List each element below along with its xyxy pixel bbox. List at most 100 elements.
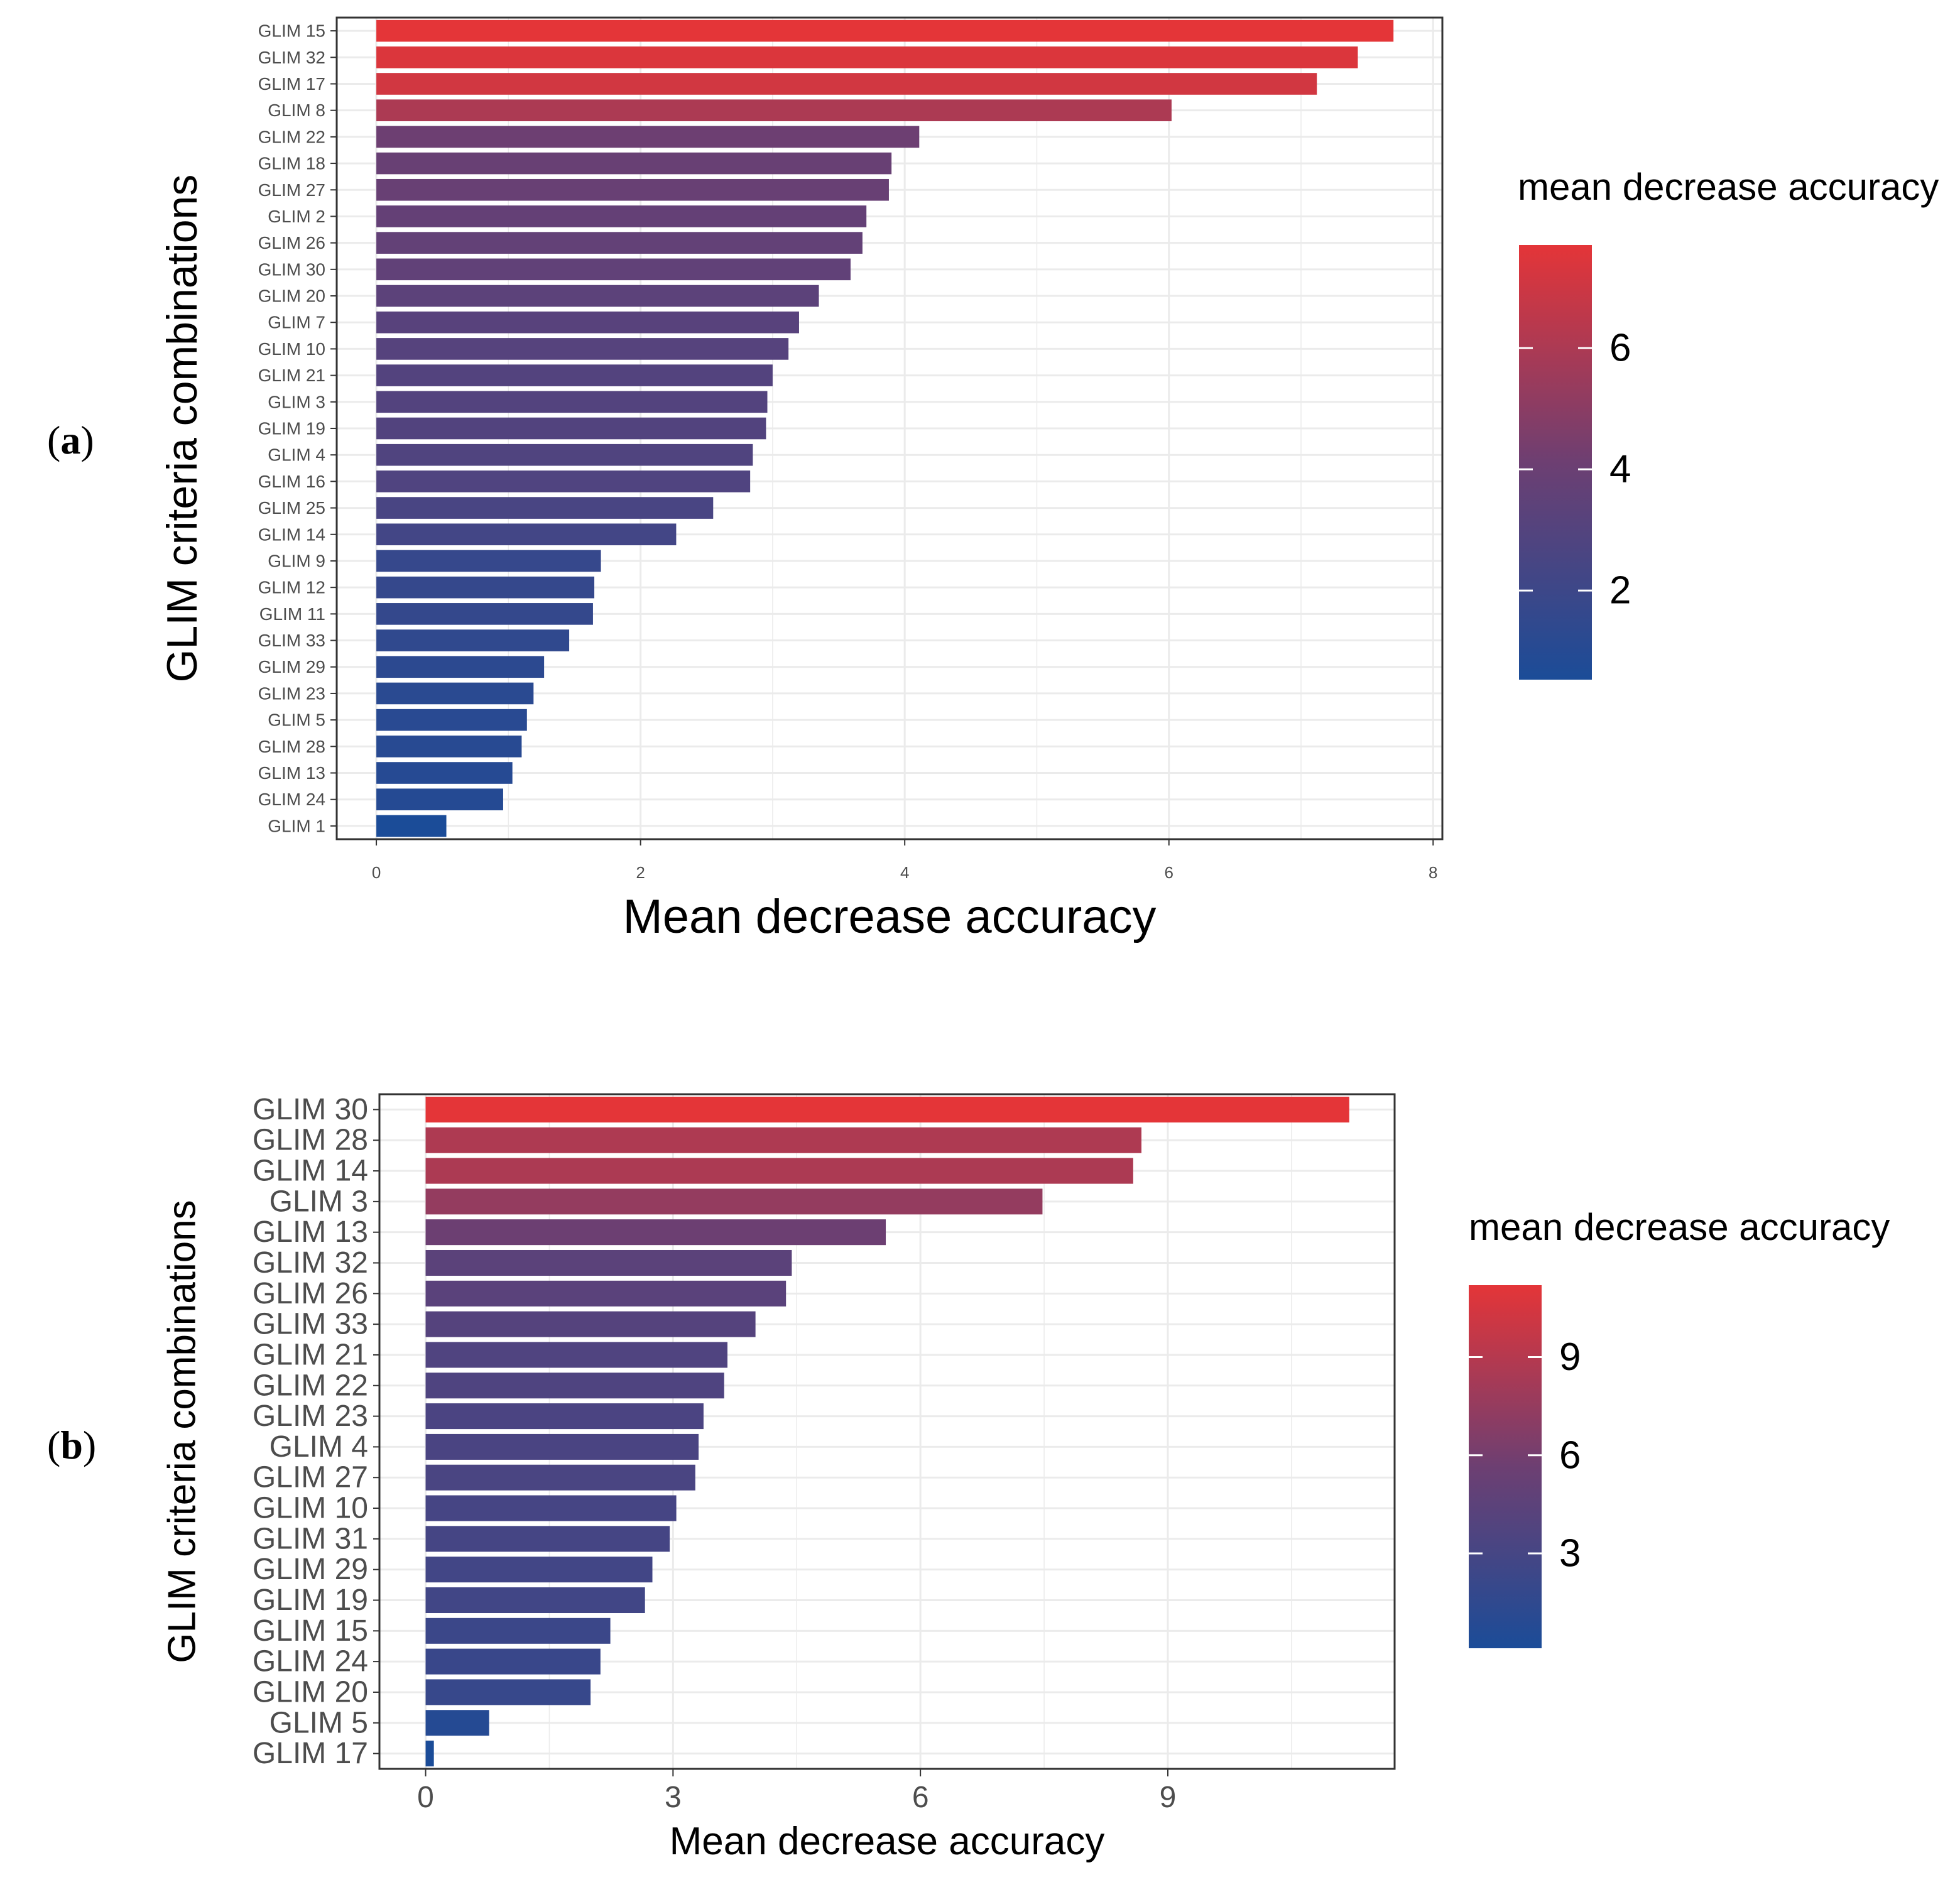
y-tick-label: GLIM 5 bbox=[270, 1706, 368, 1739]
bar bbox=[425, 1526, 670, 1552]
x-tick-label: 2 bbox=[636, 863, 645, 882]
bar bbox=[376, 178, 889, 201]
legend-tick-label: 9 bbox=[1559, 1335, 1581, 1379]
bar bbox=[376, 470, 751, 492]
bar bbox=[376, 285, 819, 307]
x-tick-label: 3 bbox=[665, 1781, 682, 1814]
bar bbox=[425, 1464, 695, 1491]
bar bbox=[425, 1096, 1349, 1122]
y-tick-label: GLIM 33 bbox=[253, 1308, 368, 1341]
y-tick-label: GLIM 33 bbox=[258, 631, 325, 650]
bar bbox=[376, 815, 447, 837]
y-tick-label: GLIM 32 bbox=[253, 1246, 368, 1280]
y-tick-label: GLIM 10 bbox=[253, 1492, 368, 1525]
plot-border bbox=[378, 1093, 1396, 1770]
legend-colorbar bbox=[1519, 245, 1592, 680]
bar bbox=[376, 311, 799, 334]
y-tick-label: GLIM 30 bbox=[253, 1093, 368, 1126]
y-tick-label: GLIM 25 bbox=[258, 498, 325, 518]
y-tick-label: GLIM 27 bbox=[253, 1461, 368, 1494]
y-tick-label: GLIM 10 bbox=[258, 339, 325, 359]
y-tick-label: GLIM 20 bbox=[253, 1675, 368, 1709]
y-tick-label: GLIM 28 bbox=[253, 1124, 368, 1157]
y-tick-label: GLIM 12 bbox=[258, 578, 325, 597]
y-tick-label: GLIM 1 bbox=[268, 816, 325, 835]
legend-title: mean decrease accuracy bbox=[1469, 1206, 1890, 1248]
y-tick-label: GLIM 23 bbox=[253, 1400, 368, 1433]
y-tick-label: GLIM 26 bbox=[258, 233, 325, 253]
y-tick-label: GLIM 22 bbox=[253, 1369, 368, 1402]
panel-letter-value: a bbox=[60, 418, 80, 462]
bar bbox=[376, 417, 766, 440]
x-tick-label: 0 bbox=[417, 1781, 434, 1814]
x-tick-label: 6 bbox=[1164, 863, 1173, 882]
y-tick-label: GLIM 26 bbox=[253, 1277, 368, 1310]
bar bbox=[376, 46, 1358, 68]
y-tick-label: GLIM 23 bbox=[258, 683, 325, 703]
legend-tick-label: 4 bbox=[1609, 448, 1631, 491]
panel-letter-close: ) bbox=[83, 1423, 96, 1467]
bar bbox=[425, 1617, 611, 1644]
y-tick-label: GLIM 19 bbox=[258, 419, 325, 438]
bar bbox=[425, 1403, 704, 1430]
bar bbox=[376, 656, 545, 678]
legend-colorbar bbox=[1469, 1285, 1542, 1648]
bar bbox=[376, 788, 503, 811]
y-tick-label: GLIM 17 bbox=[258, 74, 325, 94]
x-axis: 0 2 4 6 8 bbox=[372, 839, 1438, 882]
x-axis-title: Mean decrease accuracy bbox=[670, 1820, 1105, 1863]
panel-letter: (b) bbox=[47, 1423, 96, 1467]
bar bbox=[425, 1372, 724, 1399]
bar bbox=[376, 629, 570, 651]
x-tick-label: 9 bbox=[1160, 1781, 1177, 1814]
y-tick-label: GLIM 4 bbox=[270, 1430, 368, 1464]
y-tick-label: GLIM 31 bbox=[253, 1522, 368, 1555]
bar bbox=[376, 523, 677, 546]
bar bbox=[376, 762, 513, 784]
bar bbox=[425, 1557, 653, 1583]
bar bbox=[425, 1495, 677, 1521]
bar bbox=[425, 1249, 792, 1276]
y-tick-label: GLIM 13 bbox=[253, 1215, 368, 1249]
bar bbox=[425, 1679, 591, 1705]
bar bbox=[425, 1219, 886, 1246]
y-tick-label: GLIM 30 bbox=[258, 259, 325, 279]
panel-letter-close: ) bbox=[80, 418, 94, 462]
y-tick-label: GLIM 17 bbox=[253, 1737, 368, 1770]
y-tick-label: GLIM 27 bbox=[258, 180, 325, 200]
bar bbox=[425, 1587, 645, 1614]
y-tick-label: GLIM 32 bbox=[258, 48, 325, 67]
x-axis-title: Mean decrease accuracy bbox=[623, 890, 1156, 943]
legend: mean decrease accuracy 2 4 6 bbox=[1518, 166, 1939, 680]
y-tick-label: GLIM 14 bbox=[253, 1155, 368, 1188]
bar bbox=[376, 338, 789, 360]
y-tick-label: GLIM 13 bbox=[258, 763, 325, 783]
y-axis: GLIM 15 GLIM 32 GLIM 17 GLIM 8 GLIM 22 GLIM 1… bbox=[258, 21, 337, 835]
legend-tick-label: 6 bbox=[1609, 327, 1631, 370]
bar bbox=[425, 1127, 1141, 1153]
x-tick-label: 6 bbox=[912, 1781, 929, 1814]
bar bbox=[376, 443, 753, 466]
y-tick-label: GLIM 3 bbox=[268, 392, 325, 411]
x-axis: 0 3 6 9 bbox=[417, 1769, 1176, 1814]
y-tick-label: GLIM 9 bbox=[268, 551, 325, 570]
bar bbox=[376, 497, 714, 519]
bar bbox=[376, 709, 527, 731]
legend-tick-label: 6 bbox=[1559, 1433, 1581, 1477]
legend-title: mean decrease accuracy bbox=[1518, 166, 1939, 208]
bar bbox=[376, 19, 1394, 42]
bar bbox=[376, 152, 892, 175]
y-axis-title: GLIM criteria combinations bbox=[161, 1200, 204, 1663]
bars bbox=[376, 19, 1394, 837]
bar bbox=[376, 391, 768, 413]
panel-letter-open: ( bbox=[47, 1423, 60, 1467]
bar bbox=[376, 258, 851, 281]
y-tick-label: GLIM 14 bbox=[258, 525, 325, 544]
y-axis-title: GLIM criteria combinations bbox=[158, 175, 206, 683]
bar bbox=[425, 1280, 787, 1307]
y-tick-label: GLIM 5 bbox=[268, 710, 325, 730]
